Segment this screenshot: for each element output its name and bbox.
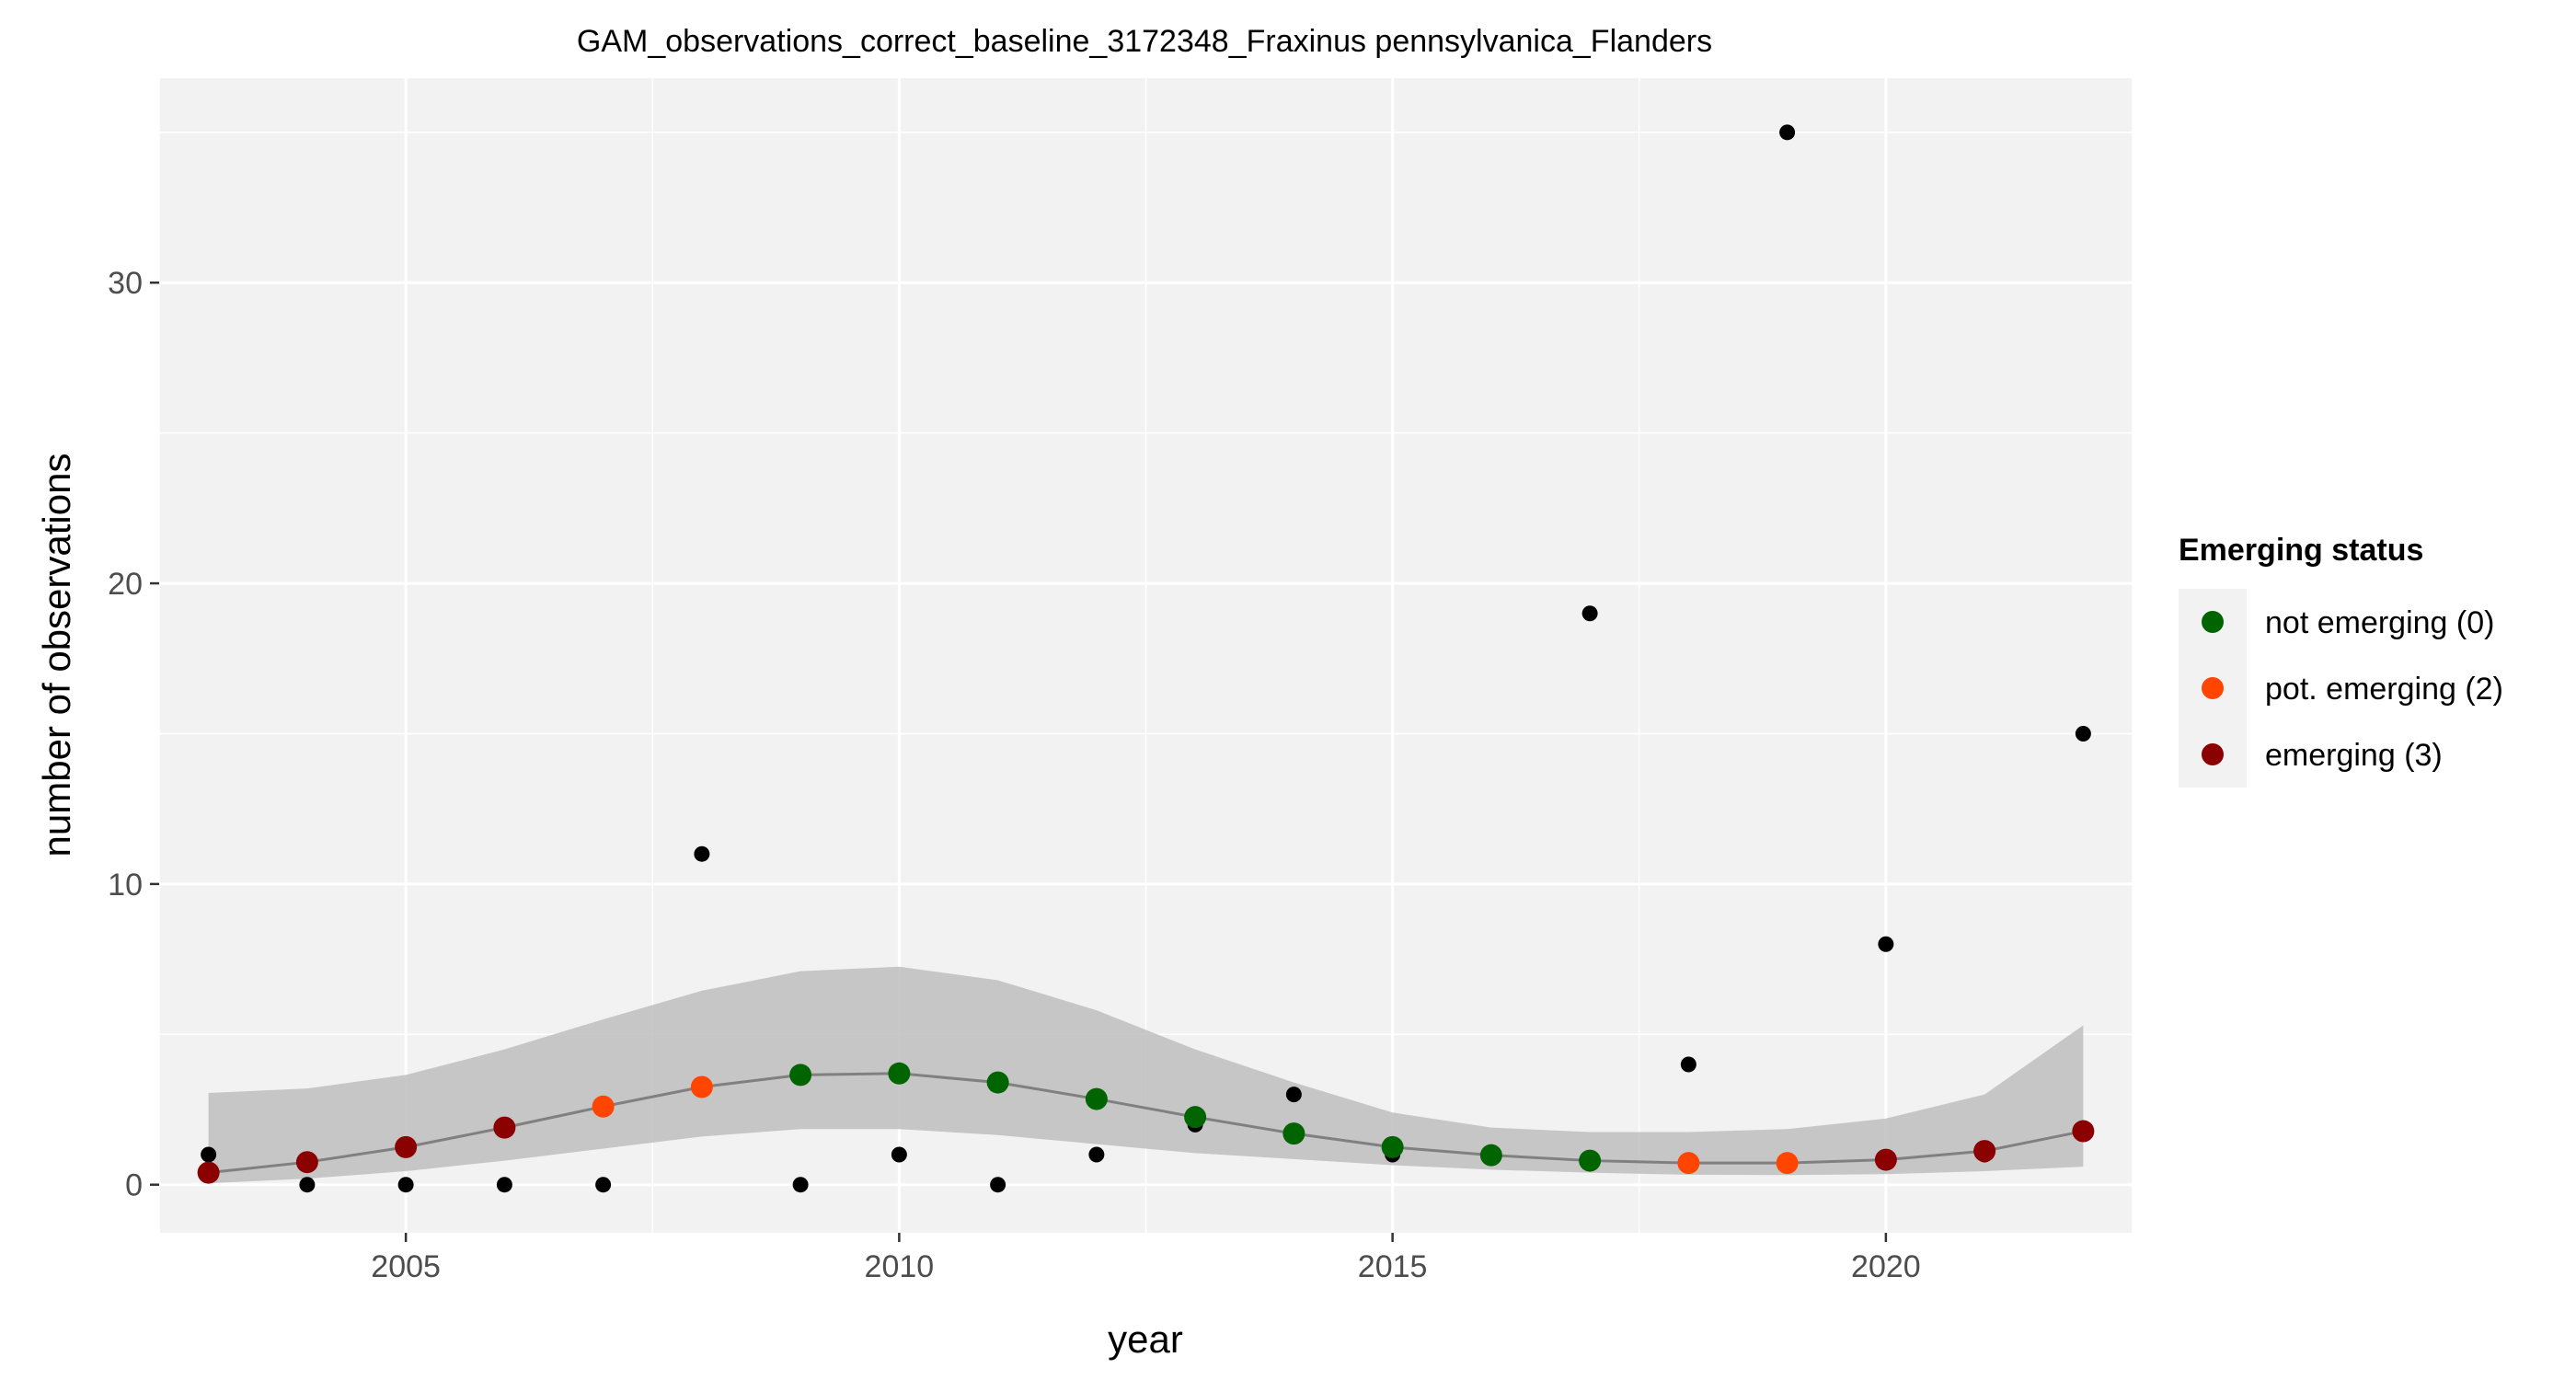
x-tick-label: 2010 [865,1249,935,1284]
y-tick-label: 20 [108,567,143,602]
gam-fit-point [1579,1149,1602,1172]
gam-fit-point [1282,1122,1305,1145]
y-tick-label: 10 [108,868,143,903]
gam-fit-point [592,1095,615,1118]
gam-confidence-ribbon [208,966,2084,1184]
chart-title: GAM_observations_correct_baseline_317234… [577,24,1712,59]
x-tick-label: 2005 [371,1249,441,1284]
observation-point [299,1177,316,1193]
gam-fit-point [295,1151,318,1174]
gam-fit-point [1381,1135,1404,1158]
legend-key-2 [2202,677,2224,699]
x-axis-title: year [1108,1317,1183,1361]
legend-key-0 [2202,611,2224,633]
observation-point [595,1177,612,1193]
y-axis-title: number of observations [35,454,78,857]
gam-fit-point [1973,1140,1996,1163]
observation-point [792,1177,809,1193]
observation-point [1878,936,1894,952]
gam-fit-point [1874,1148,1897,1171]
gam-fit-points [197,1062,2095,1184]
x-axis: 2005 2010 2015 2020 [371,1233,1921,1284]
x-tick-label: 2015 [1358,1249,1428,1284]
observation-point [1088,1146,1105,1163]
observation-point [397,1177,414,1193]
observation-point [1680,1056,1696,1073]
gam-fit-point [1085,1087,1108,1110]
legend-key-3 [2202,743,2224,765]
observation-point [496,1177,512,1193]
observation-point [1581,605,1598,622]
observation-point [694,845,710,862]
gam-fit-point [197,1161,220,1184]
gam-fit-point [789,1064,812,1087]
gam-fit-point [1677,1152,1700,1175]
gam-fit-point [2072,1120,2095,1143]
observation-point [990,1177,1006,1193]
legend-label-0: not emerging (0) [2265,605,2494,640]
gam-fit-point [1479,1144,1502,1167]
gam-fit-point [395,1135,418,1158]
legend-label-2: pot. emerging (2) [2265,672,2503,707]
y-axis: 0 10 20 30 [108,266,159,1203]
y-tick-label: 0 [125,1168,143,1203]
legend-label-3: emerging (3) [2265,738,2443,773]
gam-fit-point [888,1062,911,1085]
legend-title: Emerging status [2179,533,2423,568]
gam-fit-point [986,1071,1009,1094]
gam-fit-point [493,1116,516,1139]
gam-fit-line [208,1072,2084,1175]
observation-point [2075,725,2091,742]
gam-fit-point [690,1075,713,1098]
y-tick-label: 30 [108,266,143,301]
legend: Emerging status not emerging (0) pot. eme… [2179,533,2503,788]
gam-fit-point [1184,1106,1207,1129]
gam-fit-point [1776,1152,1799,1175]
observation-point [1779,124,1796,141]
observation-point [891,1146,907,1163]
x-tick-label: 2020 [1851,1249,1921,1284]
observation-point [201,1146,217,1163]
observation-point [1285,1087,1302,1103]
